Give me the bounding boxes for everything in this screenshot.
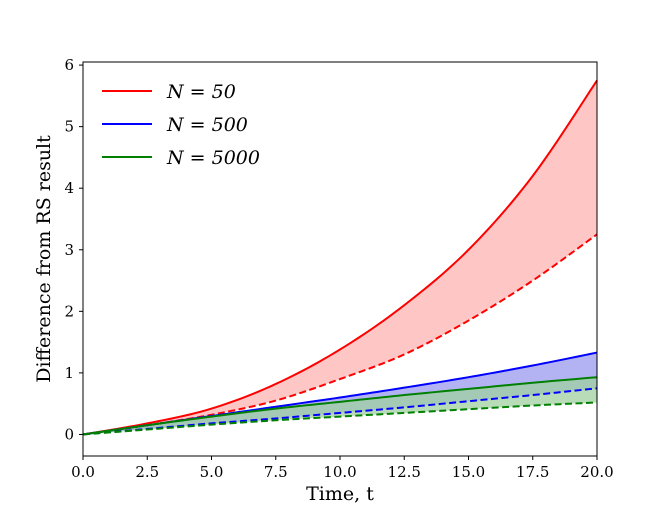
y-axis-label: Difference from RS result	[33, 135, 55, 383]
x-tick-label: 7.5	[264, 463, 288, 481]
legend-label-0: N = 50	[166, 81, 236, 103]
y-axis: 0 1 2 3 4 5 6	[64, 56, 83, 443]
x-tick-label: 5.0	[200, 463, 224, 481]
series-lines	[82, 79, 598, 436]
series-line-upper-0	[82, 79, 598, 436]
x-tick-label: 10.0	[323, 463, 356, 481]
series-line-upper-2	[82, 376, 598, 436]
legend-label-1: N = 500	[166, 114, 248, 136]
y-tick-label: 4	[64, 179, 74, 197]
x-tick-label: 12.5	[388, 463, 421, 481]
x-tick-label: 17.5	[516, 463, 549, 481]
y-tick-label: 0	[64, 425, 74, 443]
band-fill-0	[83, 80, 597, 435]
y-tick-label: 6	[64, 56, 74, 74]
y-tick-label: 1	[64, 364, 74, 382]
series-line-lower-2	[82, 401, 598, 436]
y-tick-label: 3	[64, 241, 74, 259]
x-tick-label: 20.0	[580, 463, 613, 481]
band-fills	[83, 80, 597, 435]
x-axis-label: Time, t	[306, 483, 374, 505]
legend: N = 50 N = 500 N = 5000	[102, 81, 260, 169]
x-tick-label: 2.5	[135, 463, 159, 481]
x-axis: 0.0 2.5 5.0 7.5 10.0 12.5 15.0 17.5 20.0	[71, 456, 614, 481]
legend-label-2: N = 5000	[166, 147, 260, 169]
band-fill-2	[83, 377, 597, 435]
x-tick-label: 15.0	[452, 463, 485, 481]
y-tick-label: 5	[64, 118, 74, 136]
x-tick-label: 0.0	[71, 463, 95, 481]
y-tick-label: 2	[64, 302, 74, 320]
